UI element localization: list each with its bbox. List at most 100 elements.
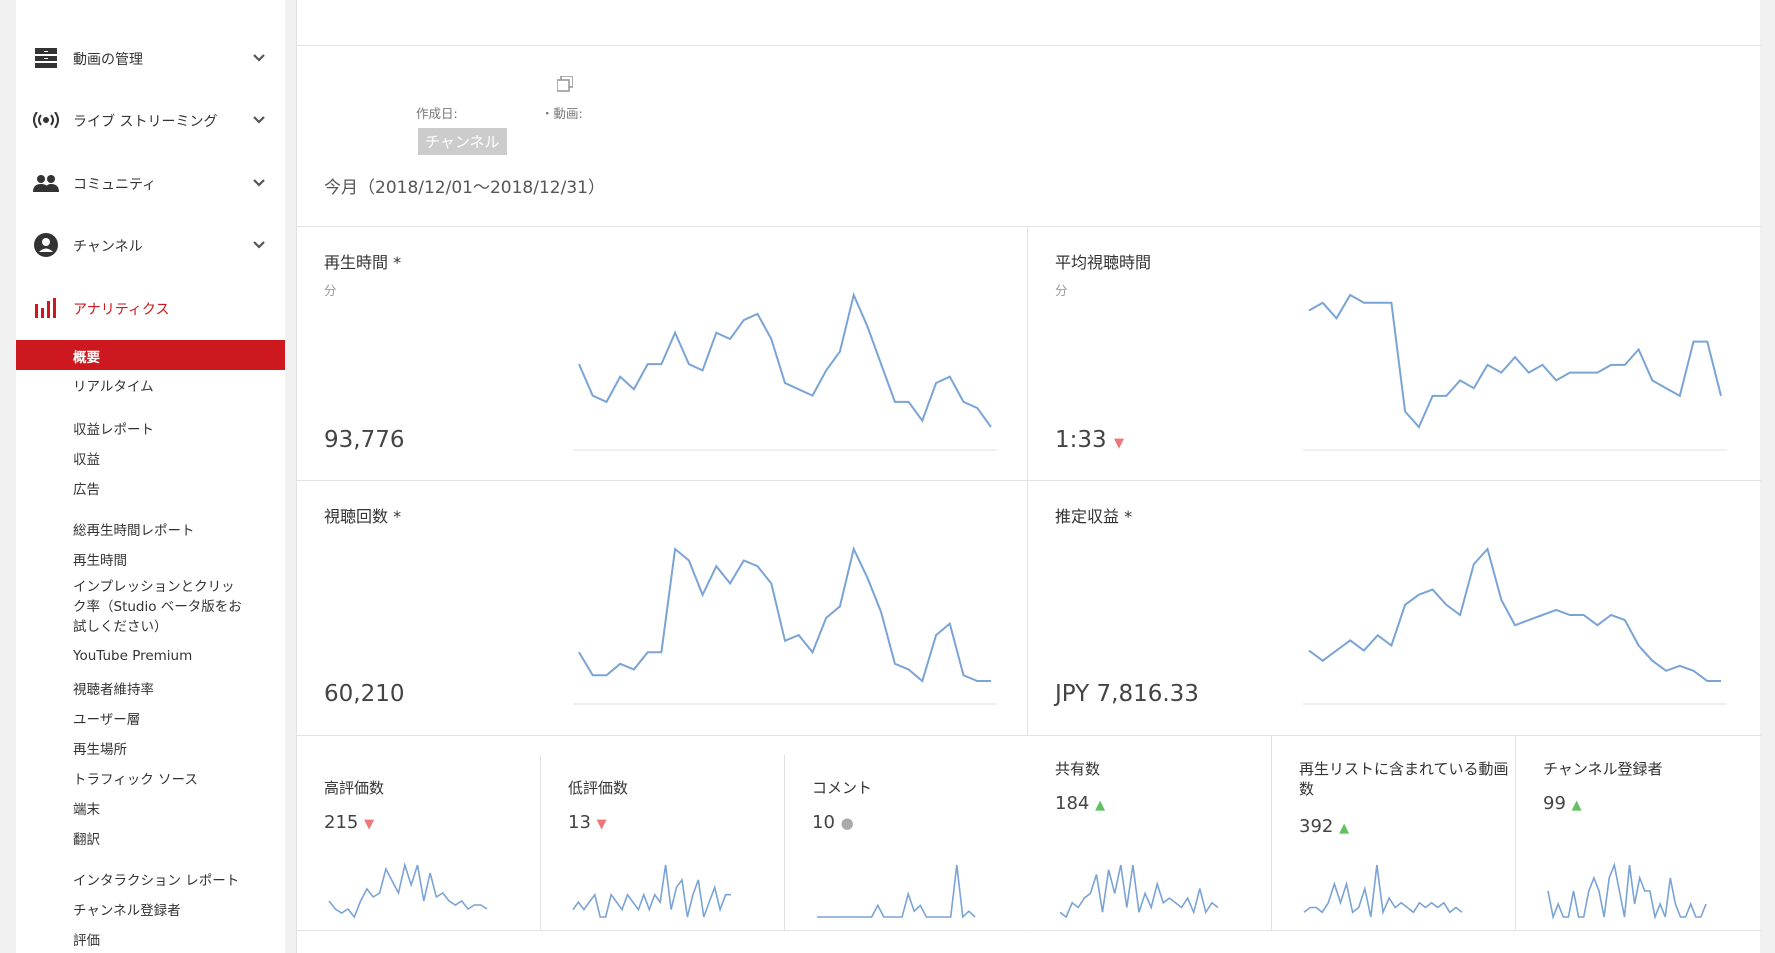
shares-sparkline (1059, 864, 1219, 919)
chevron-down-icon[interactable] (251, 175, 267, 191)
nav-label-channel: チャンネル (73, 239, 143, 255)
card-title: 再生リストに含まれている動画数 (1299, 760, 1509, 798)
sub-label: 端末 (73, 802, 100, 818)
card-value: 13 ▼ (568, 812, 607, 833)
trend-up-icon: ▲ (1571, 798, 1582, 813)
sparkline-series (578, 291, 992, 428)
chevron-down-icon[interactable] (251, 50, 267, 66)
nav-label-community: コミュニティ (73, 177, 157, 193)
sub-label: 評価 (73, 933, 100, 949)
sub-item-impressions[interactable]: インプレッションとクリック率（Studio ベータ版をお試しください） (16, 577, 285, 639)
card-estimated-revenue[interactable]: 推定収益 * JPY 7,816.33 (1028, 481, 1761, 736)
trend-up-icon: ▲ (1095, 798, 1106, 813)
channel-account-icon (32, 233, 60, 257)
sub-item-playback-locations[interactable]: 再生場所 (16, 738, 285, 760)
card-value: 93,776 (324, 427, 405, 453)
sidebar: 動画の管理 ライブ ストリーミング コミュニティ チャンネル アナリティクス 概… (16, 0, 285, 953)
watch-time-sparkline (573, 291, 997, 451)
card-value: 10 ● (812, 812, 854, 833)
chevron-down-icon[interactable] (251, 237, 267, 253)
sub-item-overview[interactable]: 概要 (16, 340, 285, 370)
sub-item-demographics[interactable]: ユーザー層 (16, 708, 285, 730)
sub-label: 概要 (73, 350, 100, 366)
sub-label: インプレッションとクリック率（Studio ベータ版をお試しください） (73, 579, 242, 635)
main-content: 作成日: ・動画: チャンネル 今月（2018/12/01〜2018/12/31… (296, 0, 1761, 953)
sub-item-audience-retention[interactable]: 視聴者維持率 (16, 678, 285, 700)
sub-item-ads[interactable]: 広告 (16, 478, 285, 500)
card-likes[interactable]: 高評価数 215 ▼ (297, 736, 540, 931)
nav-label-video-manager: 動画の管理 (73, 52, 143, 68)
value-text: 184 (1055, 793, 1090, 814)
card-title: 共有数 (1055, 760, 1101, 778)
card-title: コメント (812, 779, 873, 797)
nav-item-analytics[interactable]: アナリティクス (16, 288, 285, 328)
nav-item-channel[interactable]: チャンネル (16, 225, 285, 265)
sub-item-revenue-report[interactable]: 収益レポート (16, 418, 285, 440)
card-watch-time[interactable]: 再生時間 * 分 93,776 (297, 227, 1027, 481)
card-playlist-adds[interactable]: 再生リストに含まれている動画数 392 ▲ (1272, 736, 1515, 931)
sub-label: 収益レポート (73, 422, 154, 438)
nav-item-live-streaming[interactable]: ライブ ストリーミング (16, 100, 285, 140)
card-dislikes[interactable]: 低評価数 13 ▼ (541, 736, 784, 931)
sub-label: チャンネル登録者 (73, 903, 181, 919)
value-text: 10 (812, 812, 835, 833)
value-text: 99 (1543, 793, 1566, 814)
card-title: 再生時間 * (324, 253, 402, 272)
card-views[interactable]: 視聴回数 * 60,210 (297, 481, 1027, 736)
top-bar (297, 0, 1761, 46)
sub-label: 再生時間 (73, 553, 127, 569)
sparkline-series (1308, 293, 1722, 429)
card-title: 高評価数 (324, 779, 385, 797)
community-icon (32, 171, 60, 195)
card-value: 1:33 ▼ (1055, 427, 1124, 453)
sub-item-devices[interactable]: 端末 (16, 798, 285, 820)
sub-label: YouTube Premium (73, 648, 193, 664)
card-subscribers[interactable]: チャンネル登録者 99 ▲ (1516, 736, 1761, 931)
sub-item-watch-time-report[interactable]: 総再生時間レポート (16, 519, 285, 541)
sparkline-series (817, 864, 976, 919)
nav-item-community[interactable]: コミュニティ (16, 163, 285, 203)
card-title: 視聴回数 * (324, 507, 402, 526)
copy-icon[interactable] (557, 76, 573, 92)
likes-sparkline (328, 861, 488, 919)
sub-item-subscribers[interactable]: チャンネル登録者 (16, 899, 285, 921)
sub-item-realtime[interactable]: リアルタイム (16, 375, 285, 397)
sub-item-translations[interactable]: 翻訳 (16, 828, 285, 850)
value-text: 392 (1299, 816, 1334, 837)
nav-item-video-manager[interactable]: 動画の管理 (16, 38, 285, 78)
card-shares[interactable]: 共有数 184 ▲ (1028, 736, 1271, 931)
trend-neutral-icon: ● (840, 814, 854, 832)
average-view-sparkline (1303, 293, 1727, 451)
card-value: 184 ▲ (1055, 793, 1105, 814)
sub-label: 翻訳 (73, 832, 100, 848)
card-value: 392 ▲ (1299, 816, 1349, 837)
card-title: 低評価数 (568, 779, 629, 797)
sub-item-watch-time[interactable]: 再生時間 (16, 549, 285, 571)
sub-item-youtube-premium[interactable]: YouTube Premium (16, 648, 285, 670)
card-value: 99 ▲ (1543, 793, 1582, 814)
sub-label: 視聴者維持率 (73, 682, 154, 698)
chevron-down-icon[interactable] (251, 112, 267, 128)
card-unit: 分 (324, 283, 337, 298)
sub-item-revenue[interactable]: 収益 (16, 448, 285, 470)
sub-item-ratings[interactable]: 評価 (16, 929, 285, 951)
card-title: 平均視聴時間 (1055, 253, 1152, 272)
value-text: 1:33 (1055, 427, 1107, 453)
date-range-title: 今月（2018/12/01〜2018/12/31） (324, 178, 605, 198)
sparkline-series (578, 546, 991, 683)
sub-label: インタラクション レポート (73, 873, 240, 889)
card-comments[interactable]: コメント 10 ● (785, 736, 1027, 931)
created-date-label: 作成日: (416, 106, 458, 121)
sub-item-interaction-report[interactable]: インタラクション レポート (16, 869, 285, 891)
card-title: 推定収益 * (1055, 507, 1133, 526)
trend-down-icon: ▼ (1113, 436, 1124, 451)
sub-item-traffic-sources[interactable]: トラフィック ソース (16, 768, 285, 790)
sparkline-series (1547, 862, 1707, 920)
trend-up-icon: ▲ (1339, 821, 1350, 836)
sparkline-series (1308, 546, 1721, 682)
channel-chip[interactable]: チャンネル (418, 128, 507, 155)
card-average-view-duration[interactable]: 平均視聴時間 分 1:33 ▼ (1028, 227, 1761, 481)
value-text: 13 (568, 812, 591, 833)
sub-label: 再生場所 (73, 742, 127, 758)
video-manager-icon (32, 46, 60, 70)
